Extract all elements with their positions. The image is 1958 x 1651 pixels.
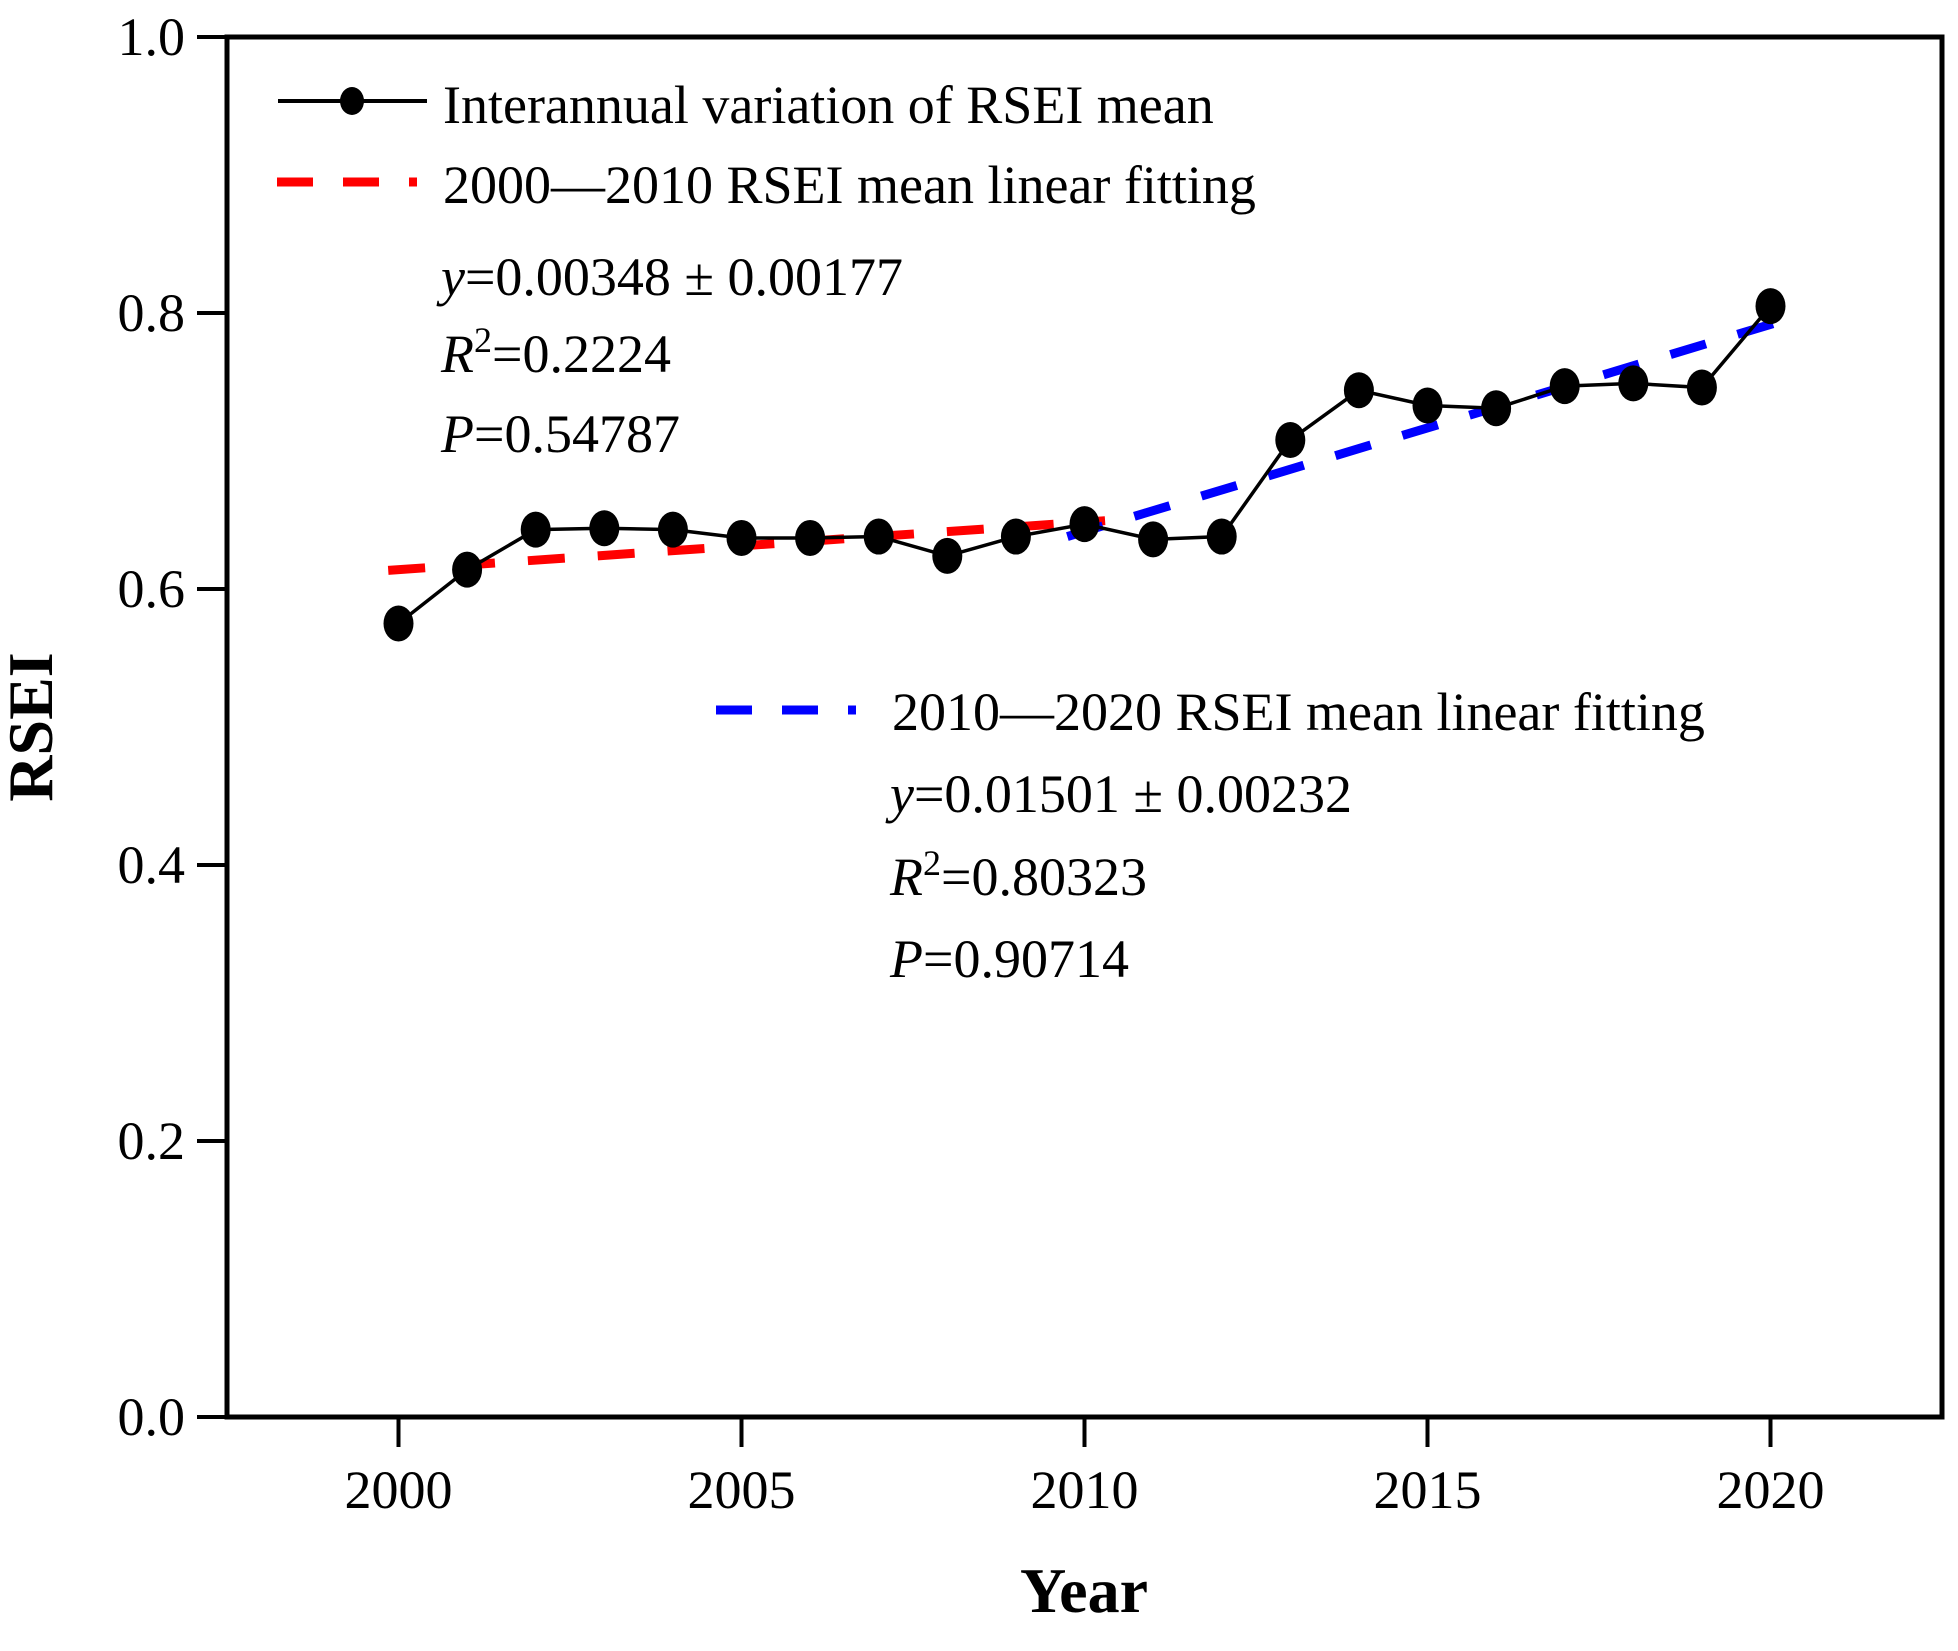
x-axis-title: Year bbox=[1020, 1555, 1148, 1626]
x-tick-label: 2020 bbox=[1717, 1460, 1825, 1520]
data-point-marker bbox=[589, 510, 620, 547]
fit2-eq-var: y bbox=[885, 764, 914, 824]
fit1-r2-sup: 2 bbox=[474, 320, 492, 360]
fit2-r2-sup: 2 bbox=[923, 843, 941, 883]
fit2-r2-var: R bbox=[889, 847, 923, 907]
fit2-r-squared: R2=0.80323 bbox=[889, 843, 1147, 907]
fit-line bbox=[1066, 314, 1789, 541]
legend: Interannual variation of RSEI mean 2000—… bbox=[277, 75, 1256, 464]
data-point-marker bbox=[1138, 521, 1169, 558]
y-tick-label: 0.2 bbox=[118, 1111, 186, 1171]
legend-series-label: Interannual variation of RSEI mean bbox=[443, 75, 1214, 135]
x-tick-label: 2010 bbox=[1031, 1460, 1139, 1520]
series-markers-group bbox=[383, 288, 1786, 642]
fit1-equation: y=0.00348 ± 0.00177 bbox=[436, 247, 903, 307]
fit1-r-squared: R2=0.2224 bbox=[440, 320, 671, 384]
x-axis-ticks bbox=[396, 1417, 1773, 1447]
data-point-marker bbox=[932, 537, 963, 574]
data-point-marker bbox=[1069, 506, 1100, 543]
y-tick-label: 1.0 bbox=[118, 7, 186, 67]
data-point-marker bbox=[383, 605, 414, 642]
y-tick-label: 0.4 bbox=[118, 835, 186, 895]
fit2-r2-rest: =0.80323 bbox=[941, 847, 1147, 907]
data-point-marker bbox=[795, 519, 826, 556]
data-point-marker bbox=[1343, 372, 1374, 409]
fit1-p-var: P bbox=[440, 404, 474, 464]
data-point-marker bbox=[1275, 421, 1306, 458]
data-point-marker bbox=[1000, 518, 1031, 555]
legend-series-marker-icon bbox=[340, 87, 364, 115]
data-point-marker bbox=[1686, 369, 1717, 406]
x-tick-label: 2005 bbox=[688, 1460, 796, 1520]
data-point-marker bbox=[726, 519, 757, 556]
fit2-equation: y=0.01501 ± 0.00232 bbox=[885, 764, 1352, 824]
x-axis-tick-labels: 2000 2005 2010 2015 2020 bbox=[345, 1460, 1825, 1520]
legend-fit1-label: 2000—2010 RSEI mean linear fitting bbox=[443, 155, 1256, 215]
fit2-p-rest: =0.90714 bbox=[923, 929, 1129, 989]
y-axis-title: RSEI bbox=[0, 652, 66, 801]
legend-2: 2010—2020 RSEI mean linear fitting y=0.0… bbox=[716, 682, 1705, 989]
x-tick-label: 2015 bbox=[1374, 1460, 1482, 1520]
fit1-eq-var: y bbox=[436, 247, 465, 307]
data-point-marker bbox=[1618, 365, 1649, 402]
data-point-marker bbox=[1549, 368, 1580, 405]
fit1-p-value: P=0.54787 bbox=[440, 404, 680, 464]
fit1-r2-var: R bbox=[440, 324, 474, 384]
data-point-marker bbox=[1755, 288, 1786, 325]
legend-fit2-label: 2010—2020 RSEI mean linear fitting bbox=[892, 682, 1705, 742]
data-point-marker bbox=[1412, 387, 1443, 424]
data-point-marker bbox=[657, 511, 688, 548]
fit2-p-value: P=0.90714 bbox=[889, 929, 1129, 989]
y-axis-tick-labels: 0.0 0.2 0.4 0.6 0.8 1.0 bbox=[118, 7, 186, 1447]
data-point-marker bbox=[520, 511, 551, 548]
x-tick-label: 2000 bbox=[345, 1460, 453, 1520]
data-point-marker bbox=[1481, 390, 1512, 427]
fit1-p-rest: =0.54787 bbox=[474, 404, 680, 464]
fit1-r2-rest: =0.2224 bbox=[492, 324, 671, 384]
data-point-marker bbox=[863, 518, 894, 555]
y-tick-label: 0.8 bbox=[118, 283, 186, 343]
fit1-eq-rest: =0.00348 ± 0.00177 bbox=[465, 247, 903, 307]
y-tick-label: 0.0 bbox=[118, 1387, 186, 1447]
fit2-p-var: P bbox=[889, 929, 923, 989]
data-point-marker bbox=[1206, 518, 1237, 555]
data-point-marker bbox=[452, 551, 483, 588]
y-tick-label: 0.6 bbox=[118, 559, 186, 619]
y-axis-ticks bbox=[197, 35, 227, 1419]
fit2-eq-rest: =0.01501 ± 0.00232 bbox=[914, 764, 1352, 824]
